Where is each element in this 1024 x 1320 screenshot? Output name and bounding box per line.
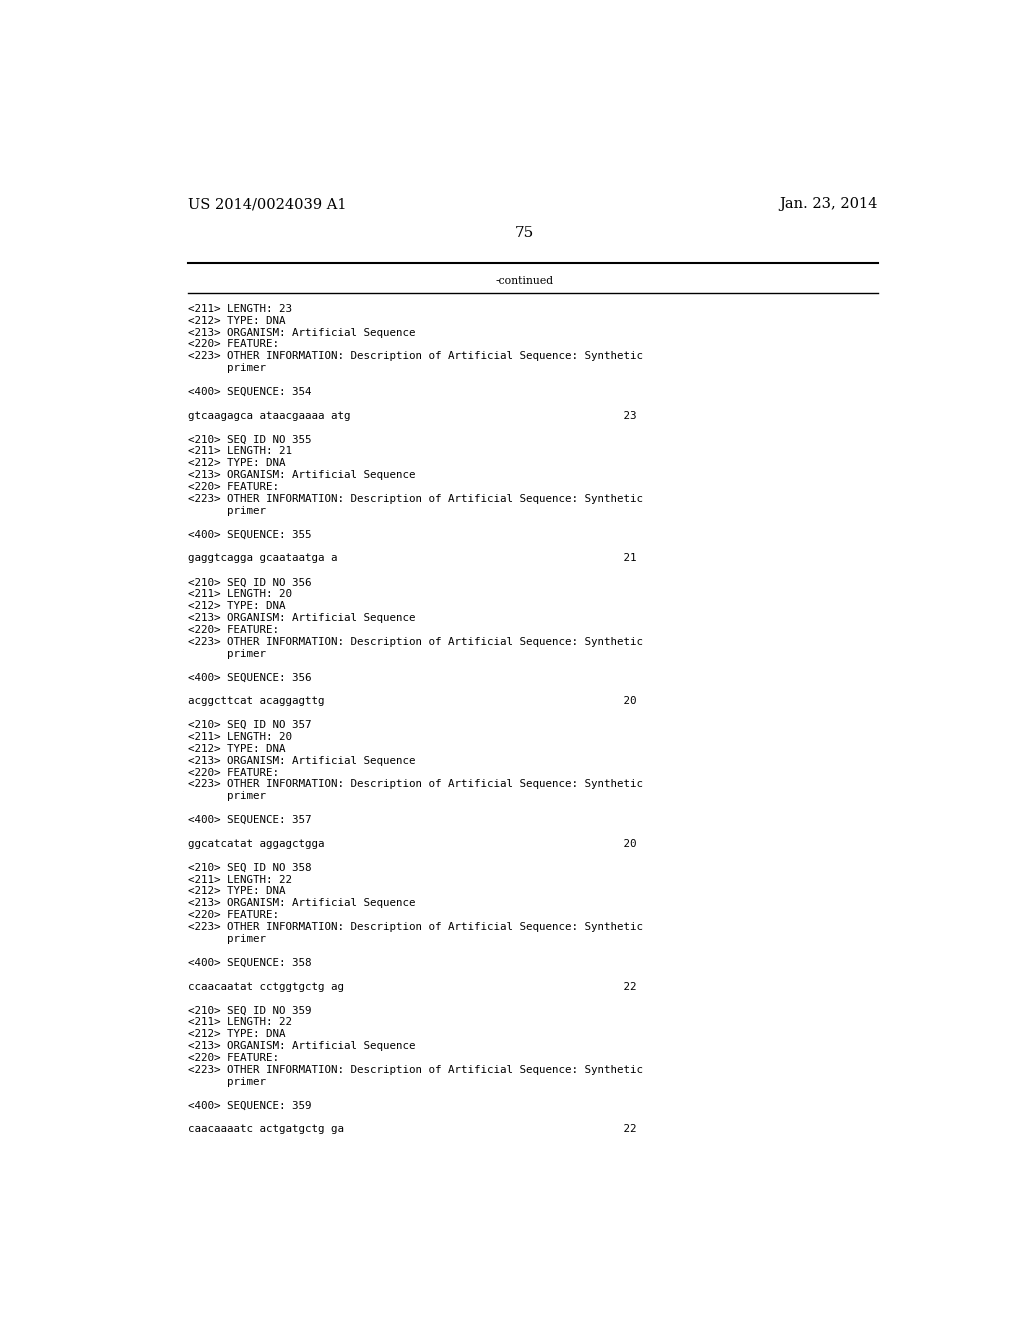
- Text: gtcaagagca ataacgaaaa atg                                          23: gtcaagagca ataacgaaaa atg 23: [187, 411, 636, 421]
- Text: <220> FEATURE:: <220> FEATURE:: [187, 482, 279, 492]
- Text: <212> TYPE: DNA: <212> TYPE: DNA: [187, 743, 285, 754]
- Text: <210> SEQ ID NO 357: <210> SEQ ID NO 357: [187, 719, 311, 730]
- Text: <400> SEQUENCE: 358: <400> SEQUENCE: 358: [187, 958, 311, 968]
- Text: ggcatcatat aggagctgga                                              20: ggcatcatat aggagctgga 20: [187, 840, 636, 849]
- Text: <213> ORGANISM: Artificial Sequence: <213> ORGANISM: Artificial Sequence: [187, 470, 415, 480]
- Text: <400> SEQUENCE: 359: <400> SEQUENCE: 359: [187, 1101, 311, 1110]
- Text: <220> FEATURE:: <220> FEATURE:: [187, 339, 279, 350]
- Text: <223> OTHER INFORMATION: Description of Artificial Sequence: Synthetic: <223> OTHER INFORMATION: Description of …: [187, 636, 642, 647]
- Text: <212> TYPE: DNA: <212> TYPE: DNA: [187, 458, 285, 469]
- Text: ccaacaatat cctggtgctg ag                                           22: ccaacaatat cctggtgctg ag 22: [187, 982, 636, 991]
- Text: -continued: -continued: [496, 276, 554, 286]
- Text: <223> OTHER INFORMATION: Description of Artificial Sequence: Synthetic: <223> OTHER INFORMATION: Description of …: [187, 1065, 642, 1074]
- Text: <210> SEQ ID NO 359: <210> SEQ ID NO 359: [187, 1006, 311, 1015]
- Text: <212> TYPE: DNA: <212> TYPE: DNA: [187, 887, 285, 896]
- Text: <400> SEQUENCE: 357: <400> SEQUENCE: 357: [187, 814, 311, 825]
- Text: <223> OTHER INFORMATION: Description of Artificial Sequence: Synthetic: <223> OTHER INFORMATION: Description of …: [187, 923, 642, 932]
- Text: Jan. 23, 2014: Jan. 23, 2014: [779, 197, 878, 211]
- Text: <220> FEATURE:: <220> FEATURE:: [187, 1053, 279, 1063]
- Text: <400> SEQUENCE: 354: <400> SEQUENCE: 354: [187, 387, 311, 397]
- Text: <211> LENGTH: 20: <211> LENGTH: 20: [187, 731, 292, 742]
- Text: primer: primer: [187, 1077, 265, 1086]
- Text: <212> TYPE: DNA: <212> TYPE: DNA: [187, 601, 285, 611]
- Text: <400> SEQUENCE: 355: <400> SEQUENCE: 355: [187, 529, 311, 540]
- Text: <211> LENGTH: 21: <211> LENGTH: 21: [187, 446, 292, 457]
- Text: caacaaaatc actgatgctg ga                                           22: caacaaaatc actgatgctg ga 22: [187, 1125, 636, 1134]
- Text: <223> OTHER INFORMATION: Description of Artificial Sequence: Synthetic: <223> OTHER INFORMATION: Description of …: [187, 779, 642, 789]
- Text: <212> TYPE: DNA: <212> TYPE: DNA: [187, 315, 285, 326]
- Text: <213> ORGANISM: Artificial Sequence: <213> ORGANISM: Artificial Sequence: [187, 612, 415, 623]
- Text: <213> ORGANISM: Artificial Sequence: <213> ORGANISM: Artificial Sequence: [187, 755, 415, 766]
- Text: <213> ORGANISM: Artificial Sequence: <213> ORGANISM: Artificial Sequence: [187, 327, 415, 338]
- Text: primer: primer: [187, 506, 265, 516]
- Text: primer: primer: [187, 935, 265, 944]
- Text: <211> LENGTH: 20: <211> LENGTH: 20: [187, 589, 292, 599]
- Text: primer: primer: [187, 791, 265, 801]
- Text: <213> ORGANISM: Artificial Sequence: <213> ORGANISM: Artificial Sequence: [187, 899, 415, 908]
- Text: <211> LENGTH: 22: <211> LENGTH: 22: [187, 875, 292, 884]
- Text: <211> LENGTH: 22: <211> LENGTH: 22: [187, 1018, 292, 1027]
- Text: <211> LENGTH: 23: <211> LENGTH: 23: [187, 304, 292, 314]
- Text: <223> OTHER INFORMATION: Description of Artificial Sequence: Synthetic: <223> OTHER INFORMATION: Description of …: [187, 351, 642, 362]
- Text: acggcttcat acaggagttg                                              20: acggcttcat acaggagttg 20: [187, 696, 636, 706]
- Text: gaggtcagga gcaataatga a                                            21: gaggtcagga gcaataatga a 21: [187, 553, 636, 564]
- Text: primer: primer: [187, 363, 265, 374]
- Text: 75: 75: [515, 227, 535, 240]
- Text: <220> FEATURE:: <220> FEATURE:: [187, 767, 279, 777]
- Text: <212> TYPE: DNA: <212> TYPE: DNA: [187, 1030, 285, 1039]
- Text: <400> SEQUENCE: 356: <400> SEQUENCE: 356: [187, 672, 311, 682]
- Text: US 2014/0024039 A1: US 2014/0024039 A1: [187, 197, 346, 211]
- Text: primer: primer: [187, 648, 265, 659]
- Text: <210> SEQ ID NO 355: <210> SEQ ID NO 355: [187, 434, 311, 445]
- Text: <210> SEQ ID NO 356: <210> SEQ ID NO 356: [187, 577, 311, 587]
- Text: <210> SEQ ID NO 358: <210> SEQ ID NO 358: [187, 863, 311, 873]
- Text: <220> FEATURE:: <220> FEATURE:: [187, 911, 279, 920]
- Text: <213> ORGANISM: Artificial Sequence: <213> ORGANISM: Artificial Sequence: [187, 1041, 415, 1051]
- Text: <220> FEATURE:: <220> FEATURE:: [187, 624, 279, 635]
- Text: <223> OTHER INFORMATION: Description of Artificial Sequence: Synthetic: <223> OTHER INFORMATION: Description of …: [187, 494, 642, 504]
